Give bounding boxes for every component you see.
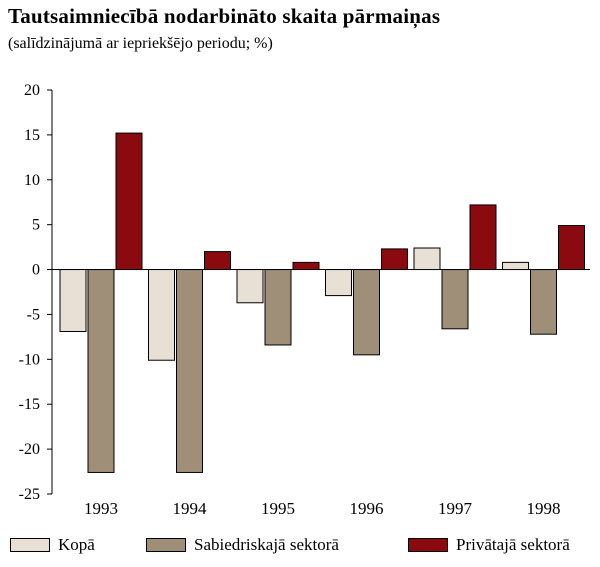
bar-1993-series-1 <box>87 269 115 473</box>
y-tick-label: 20 <box>24 82 40 99</box>
bar-1995-series-1 <box>264 269 292 346</box>
bar-1998-series-1 <box>530 269 557 335</box>
bar-1995-series-0 <box>236 269 264 304</box>
y-tick-label: 0 <box>32 262 40 279</box>
y-tick-label: -20 <box>19 441 40 458</box>
legend-item-kopa: Kopā <box>10 535 95 555</box>
y-tick-label: -15 <box>19 396 40 413</box>
legend-item-privataja: Privātajā sektorā <box>408 535 570 555</box>
chart-title: Tautsaimniecībā nodarbināto skaita pārma… <box>8 4 441 28</box>
legend-label-privataja: Privātajā sektorā <box>456 535 570 554</box>
bar-1995-series-2 <box>292 261 320 271</box>
legend-label-sabiedriskaja: Sabiedriskajā sektorā <box>194 535 339 554</box>
bar-1996-series-2 <box>381 248 408 271</box>
bar-1998-series-2 <box>558 225 585 271</box>
bar-1998-series-0 <box>502 261 529 271</box>
legend-swatch-sabiedriskaja <box>146 538 186 552</box>
y-tick-label: -10 <box>19 351 40 368</box>
bar-1994-series-1 <box>176 269 203 473</box>
x-tick-label: 1995 <box>261 499 295 518</box>
legend-label-kopa: Kopā <box>58 535 95 554</box>
bar-1996-series-0 <box>325 269 352 297</box>
y-tick-label: -5 <box>27 306 40 323</box>
legend-item-sabiedriskaja: Sabiedriskajā sektorā <box>146 535 339 555</box>
bar-chart: 20 15 10 5 0 -5 -10 -15 -20 -25 1993 1994 1995 1996 19… <box>19 82 590 518</box>
y-tick-label: -25 <box>19 486 40 503</box>
bar-1997-series-1 <box>441 269 469 330</box>
x-tick-label: 1993 <box>84 499 118 518</box>
y-tick-label: 5 <box>32 217 40 234</box>
bar-1996-series-1 <box>353 269 380 356</box>
bar-1997-series-2 <box>469 204 497 271</box>
x-tick-label: 1998 <box>527 499 561 518</box>
chart-subtitle: (salīdzinājumā ar iepriekšējo periodu; %… <box>8 35 273 52</box>
x-tick-label: 1996 <box>350 499 384 518</box>
bar-1994-series-0 <box>148 269 175 361</box>
bar-1997-series-0 <box>413 247 441 271</box>
bar-1994-series-2 <box>204 251 231 271</box>
x-tick-label: 1994 <box>173 499 208 518</box>
bar-1993-series-0 <box>59 269 87 333</box>
legend-swatch-privataja <box>408 538 448 552</box>
y-tick-label: 10 <box>24 172 40 189</box>
legend-swatch-kopa <box>10 538 50 552</box>
y-tick-label: 15 <box>24 127 40 144</box>
legend: Kopā Sabiedriskajā sektorā Privātajā sek… <box>0 535 600 559</box>
x-tick-label: 1997 <box>438 499 473 518</box>
bar-1993-series-2 <box>115 132 143 271</box>
